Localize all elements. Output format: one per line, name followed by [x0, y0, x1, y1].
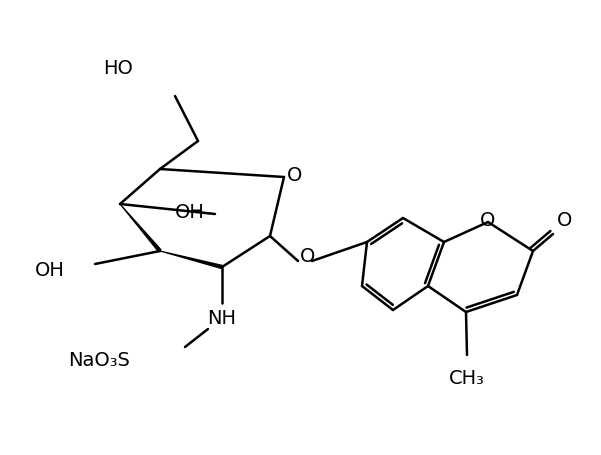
Text: O: O: [287, 165, 302, 184]
Text: NH: NH: [207, 309, 237, 328]
Text: OH: OH: [175, 202, 205, 221]
Polygon shape: [160, 251, 222, 269]
Text: NaO₃S: NaO₃S: [68, 350, 130, 369]
Text: O: O: [557, 210, 573, 229]
Text: O: O: [300, 247, 316, 266]
Polygon shape: [120, 204, 162, 253]
Text: HO: HO: [103, 58, 133, 77]
Text: O: O: [480, 210, 496, 229]
Text: CH₃: CH₃: [449, 368, 485, 387]
Text: OH: OH: [35, 260, 65, 279]
